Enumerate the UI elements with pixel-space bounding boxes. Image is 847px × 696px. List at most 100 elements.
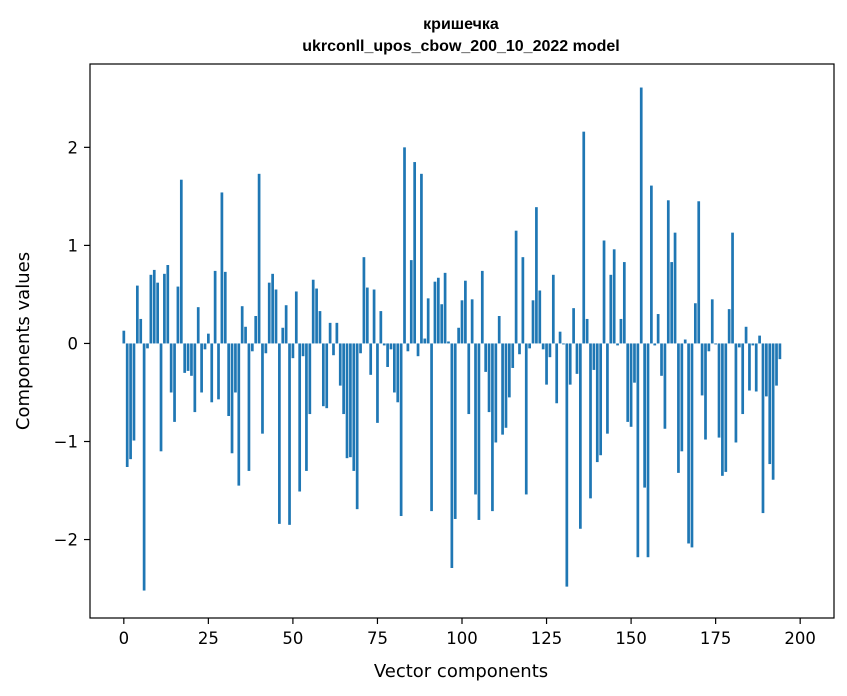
bar — [298, 343, 302, 492]
bar — [230, 343, 234, 454]
bar — [274, 289, 278, 344]
bar — [687, 343, 690, 544]
x-axis-label: Vector components — [374, 661, 548, 682]
bar — [399, 343, 403, 517]
x-tick-label: 25 — [198, 629, 219, 648]
bar — [196, 307, 200, 344]
bar — [156, 282, 159, 344]
bar — [457, 327, 460, 344]
bar — [660, 343, 663, 376]
bar — [142, 343, 146, 591]
bar — [325, 343, 329, 409]
bar — [737, 343, 741, 348]
bar — [406, 343, 410, 352]
bar — [575, 343, 579, 374]
bar — [568, 343, 572, 385]
bar — [254, 316, 258, 344]
bar — [609, 274, 613, 344]
bar — [680, 343, 684, 452]
bar — [376, 343, 379, 423]
bar — [250, 343, 254, 352]
bar — [551, 274, 555, 344]
bar — [200, 343, 203, 393]
bar — [227, 343, 231, 417]
bar — [355, 343, 359, 510]
bar — [443, 272, 447, 344]
bar — [511, 343, 515, 368]
bar — [710, 299, 714, 344]
bar — [135, 285, 139, 344]
bar — [393, 343, 396, 393]
bar — [288, 343, 291, 525]
bar — [592, 343, 596, 370]
bar — [223, 271, 227, 344]
bar — [267, 282, 271, 344]
bar — [413, 162, 417, 344]
bar — [768, 343, 772, 465]
bar — [504, 343, 508, 428]
bar — [332, 343, 335, 356]
bar — [565, 343, 569, 587]
bar — [335, 322, 339, 344]
bar — [731, 232, 734, 344]
bar — [440, 304, 444, 344]
bar — [261, 343, 264, 434]
x-tick-label: 0 — [119, 629, 130, 648]
bar — [301, 343, 305, 357]
bar — [585, 318, 589, 344]
bar — [656, 314, 660, 344]
x-tick-label: 175 — [700, 629, 732, 648]
bar — [717, 343, 721, 438]
bar — [744, 326, 748, 344]
bar — [494, 343, 498, 443]
bar — [362, 257, 366, 344]
bar — [271, 273, 274, 344]
bar — [186, 343, 190, 371]
bar — [700, 343, 704, 396]
bar — [450, 343, 454, 568]
bar — [775, 343, 778, 386]
bar — [244, 326, 247, 344]
y-axis-label: Components values — [13, 252, 34, 430]
bar — [464, 280, 467, 344]
y-tick-label: 1 — [68, 236, 79, 255]
bar — [714, 343, 717, 345]
bar — [582, 131, 586, 344]
bar — [409, 260, 413, 344]
bar — [369, 343, 373, 375]
bar — [173, 343, 176, 422]
bar — [487, 343, 491, 413]
bar — [727, 309, 731, 344]
bar — [531, 300, 535, 344]
bar — [247, 343, 251, 471]
bar — [538, 290, 542, 344]
bar — [555, 343, 559, 404]
bar — [677, 343, 680, 473]
bar — [741, 343, 745, 415]
bar — [633, 343, 636, 383]
bar — [629, 343, 633, 427]
bar — [291, 343, 295, 359]
bar — [595, 343, 599, 463]
bar — [653, 343, 657, 346]
y-tick-label: −2 — [54, 531, 78, 550]
x-tick-label: 125 — [531, 629, 563, 648]
bar — [386, 343, 389, 367]
bar — [548, 343, 552, 358]
bar — [528, 343, 531, 349]
x-tick-label: 75 — [367, 629, 388, 648]
bar — [210, 343, 214, 403]
bar — [436, 277, 440, 344]
bar — [234, 343, 237, 393]
bar — [311, 279, 315, 344]
bar — [606, 343, 609, 434]
bar — [176, 286, 180, 344]
bar — [190, 343, 193, 376]
bar — [663, 343, 667, 429]
bar — [541, 343, 545, 350]
bar — [470, 299, 474, 344]
bar — [139, 318, 143, 344]
bar — [396, 343, 400, 403]
bar — [507, 343, 511, 398]
bar — [477, 343, 481, 520]
